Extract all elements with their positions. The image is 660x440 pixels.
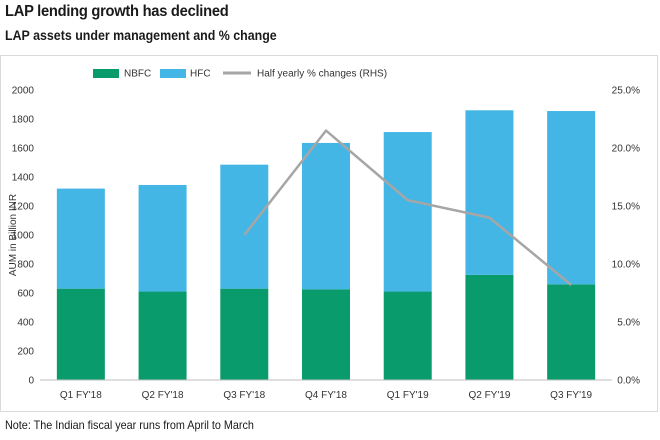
legend-label: Half yearly % changes (RHS) [257, 69, 387, 80]
x-tick-label: Q3 FY'18 [223, 390, 265, 401]
bar-hfc [547, 111, 596, 285]
y2-tick-label: 10.0% [612, 260, 640, 271]
y2-tick-label: 0.0% [617, 376, 640, 387]
y-tick-label: 800 [17, 260, 34, 271]
y-tick-label: 600 [17, 289, 34, 300]
x-axis: Q1 FY'18 Q2 FY'18 Q3 FY'18 Q4 FY'18 Q1 FY'19… [40, 379, 612, 401]
bar-hfc [220, 164, 269, 289]
y2-tick-label: 5.0% [617, 318, 640, 329]
bar-hfc [138, 184, 187, 292]
y-tick-label: 0 [28, 376, 34, 387]
legend-label: NBFC [124, 69, 151, 80]
footnote: Note: The Indian fiscal year runs from A… [5, 418, 254, 432]
y-tick-label: 1800 [12, 115, 35, 126]
y-axis-label: AUM in Billion INR [8, 194, 19, 276]
bar-nbfc [383, 291, 432, 380]
bar-nbfc [302, 289, 350, 380]
y2-tick-label: 20.0% [612, 144, 640, 155]
y-tick-label: 1000 [12, 231, 35, 242]
y-tick-label: 200 [17, 347, 34, 358]
bar-nbfc [220, 288, 269, 380]
bars [56, 110, 596, 380]
chart-frame [0, 55, 658, 412]
bar-nbfc [56, 288, 105, 380]
y-tick-label: 400 [17, 318, 34, 329]
bar-hfc [56, 188, 105, 289]
y-tick-label: 1600 [12, 144, 35, 155]
chart-subtitle: LAP assets under management and % change [5, 28, 277, 43]
bar-nbfc [465, 274, 514, 380]
x-tick-label: Q1 FY'18 [60, 390, 102, 401]
y-tick-label: 1200 [12, 202, 35, 213]
legend-swatch [93, 69, 119, 78]
y-axis-left: 0 200 400 600 800 1000 1200 1400 1600 1800 2000 AUM… [8, 86, 34, 387]
legend-swatch [160, 69, 186, 78]
x-tick-label: Q1 FY'19 [387, 390, 429, 401]
y-tick-label: 2000 [12, 86, 35, 97]
chart-title: LAP lending growth has declined [5, 3, 229, 20]
x-tick-label: Q2 FY'19 [468, 390, 510, 401]
x-tick-label: Q2 FY'18 [142, 390, 184, 401]
y2-tick-label: 15.0% [612, 202, 640, 213]
line-series [243, 129, 572, 286]
bar-nbfc [547, 284, 596, 380]
bar-nbfc [138, 291, 187, 380]
y-axis-right: 0.0% 5.0% 10.0% 15.0% 20.0% 25.0% [612, 86, 640, 387]
y2-tick-label: 25.0% [612, 86, 640, 97]
bar-hfc [302, 142, 350, 290]
legend-label: HFC [190, 69, 211, 80]
x-tick-label: Q3 FY'19 [550, 390, 592, 401]
legend: NBFC HFC Half yearly % changes (RHS) [93, 69, 387, 80]
x-tick-label: Q4 FY'18 [305, 390, 347, 401]
line-half-yearly-change [243, 129, 572, 286]
y-tick-label: 1400 [12, 173, 35, 184]
bar-hfc [465, 110, 514, 275]
bar-hfc [383, 132, 432, 292]
